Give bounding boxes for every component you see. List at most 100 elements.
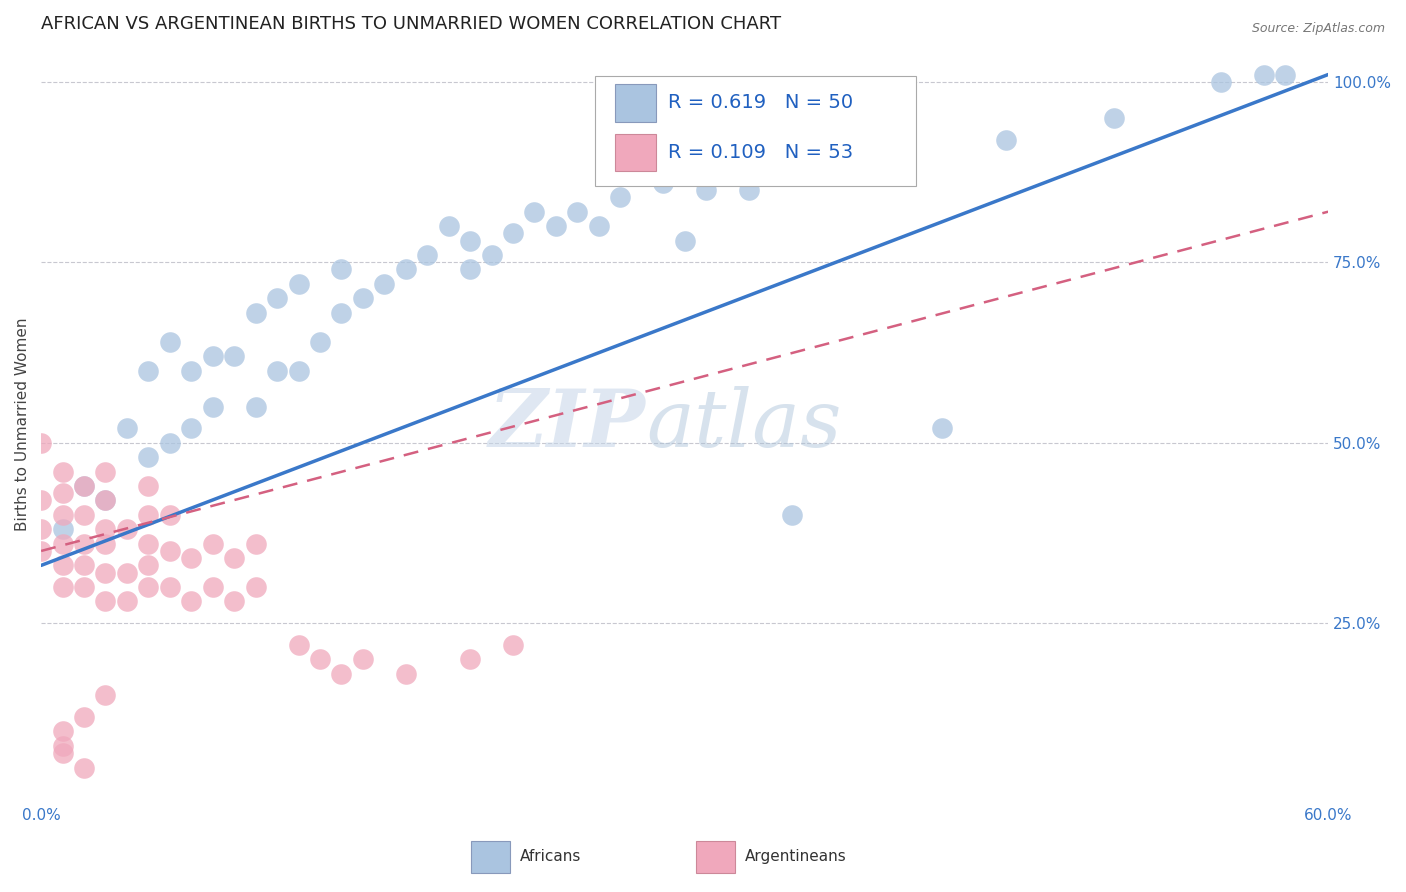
- FancyBboxPatch shape: [595, 76, 917, 186]
- Point: [51, 508, 73, 522]
- Point: [94, 493, 117, 508]
- Point: [373, 277, 395, 291]
- Point: [245, 537, 267, 551]
- Point: [94, 594, 117, 608]
- Point: [567, 204, 589, 219]
- Point: [51, 486, 73, 500]
- Text: Africans: Africans: [520, 849, 581, 864]
- Point: [30, 435, 52, 450]
- Point: [138, 363, 160, 377]
- Point: [180, 594, 202, 608]
- Point: [138, 508, 160, 522]
- FancyBboxPatch shape: [616, 134, 657, 171]
- Point: [1253, 68, 1275, 82]
- Point: [159, 544, 181, 558]
- Point: [73, 760, 96, 774]
- Point: [159, 334, 181, 349]
- Point: [609, 190, 631, 204]
- Point: [352, 652, 374, 666]
- Point: [138, 479, 160, 493]
- Point: [824, 161, 846, 176]
- Point: [1209, 75, 1232, 89]
- Y-axis label: Births to Unmarried Women: Births to Unmarried Women: [15, 318, 30, 532]
- Point: [738, 183, 761, 197]
- Point: [309, 652, 332, 666]
- Point: [287, 277, 309, 291]
- Point: [73, 558, 96, 573]
- Point: [287, 638, 309, 652]
- Text: AFRICAN VS ARGENTINEAN BIRTHS TO UNMARRIED WOMEN CORRELATION CHART: AFRICAN VS ARGENTINEAN BIRTHS TO UNMARRI…: [41, 15, 782, 33]
- Point: [673, 234, 696, 248]
- Point: [138, 558, 160, 573]
- Point: [115, 594, 138, 608]
- Point: [1274, 68, 1296, 82]
- Point: [887, 147, 910, 161]
- Point: [352, 291, 374, 305]
- Point: [630, 161, 652, 176]
- Point: [180, 421, 202, 435]
- Point: [138, 450, 160, 464]
- Point: [51, 537, 73, 551]
- Point: [94, 465, 117, 479]
- Point: [73, 580, 96, 594]
- Text: atlas: atlas: [645, 386, 841, 463]
- Point: [73, 479, 96, 493]
- Point: [224, 594, 246, 608]
- Point: [481, 248, 503, 262]
- Point: [94, 493, 117, 508]
- Point: [73, 710, 96, 724]
- Point: [159, 580, 181, 594]
- Point: [652, 176, 675, 190]
- FancyBboxPatch shape: [696, 841, 735, 872]
- Point: [94, 689, 117, 703]
- FancyBboxPatch shape: [616, 85, 657, 122]
- Point: [437, 219, 460, 234]
- Point: [30, 493, 52, 508]
- Point: [395, 666, 418, 681]
- Point: [180, 363, 202, 377]
- Point: [30, 522, 52, 536]
- Point: [245, 306, 267, 320]
- Point: [115, 566, 138, 580]
- FancyBboxPatch shape: [471, 841, 509, 872]
- Point: [51, 522, 73, 536]
- Point: [94, 537, 117, 551]
- Point: [94, 522, 117, 536]
- Point: [245, 580, 267, 594]
- Point: [94, 566, 117, 580]
- Text: ZIP: ZIP: [489, 386, 645, 463]
- Point: [138, 580, 160, 594]
- Point: [138, 537, 160, 551]
- Point: [224, 349, 246, 363]
- Text: R = 0.619   N = 50: R = 0.619 N = 50: [668, 93, 853, 112]
- Point: [73, 537, 96, 551]
- Point: [458, 652, 481, 666]
- Text: R = 0.109   N = 53: R = 0.109 N = 53: [668, 143, 853, 162]
- Point: [266, 291, 288, 305]
- Point: [224, 551, 246, 566]
- Point: [502, 227, 524, 241]
- Point: [523, 204, 546, 219]
- Text: Argentineans: Argentineans: [745, 849, 846, 864]
- Point: [1102, 111, 1125, 125]
- Point: [73, 508, 96, 522]
- Point: [931, 421, 953, 435]
- Point: [458, 262, 481, 277]
- Point: [30, 544, 52, 558]
- Text: Source: ZipAtlas.com: Source: ZipAtlas.com: [1251, 22, 1385, 36]
- Point: [159, 435, 181, 450]
- Point: [245, 400, 267, 414]
- Point: [51, 580, 73, 594]
- Point: [395, 262, 418, 277]
- Point: [51, 739, 73, 753]
- Point: [201, 400, 224, 414]
- Point: [201, 580, 224, 594]
- Point: [995, 132, 1018, 146]
- Point: [695, 183, 717, 197]
- Point: [159, 508, 181, 522]
- Point: [201, 537, 224, 551]
- Point: [544, 219, 567, 234]
- Point: [51, 558, 73, 573]
- Point: [502, 638, 524, 652]
- Point: [458, 234, 481, 248]
